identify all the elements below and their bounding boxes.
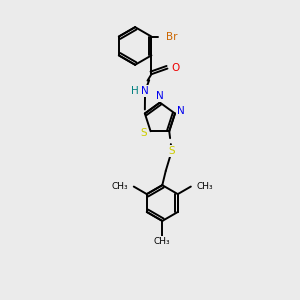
Text: Br: Br	[166, 32, 178, 42]
Text: N: N	[177, 106, 185, 116]
Text: N: N	[141, 86, 149, 96]
Text: CH₃: CH₃	[111, 182, 128, 191]
Text: CH₃: CH₃	[154, 237, 171, 246]
Text: H: H	[131, 86, 139, 96]
Text: S: S	[140, 128, 147, 138]
Text: N: N	[155, 91, 163, 101]
Text: S: S	[168, 146, 175, 156]
Text: O: O	[172, 63, 180, 73]
Text: CH₃: CH₃	[197, 182, 213, 191]
